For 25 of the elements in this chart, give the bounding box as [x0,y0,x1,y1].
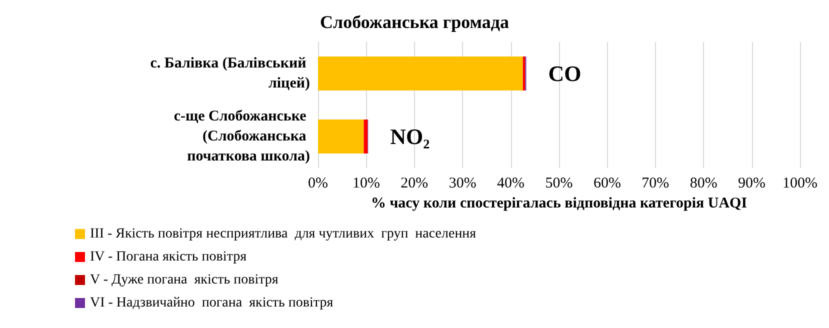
bar [318,120,364,154]
y-tick-label: с. Балівка (Балівський ліцей) [150,56,310,92]
annotation: NO₂ [390,124,430,149]
x-tick-label: 10% [352,176,380,192]
bar [318,56,523,90]
y-tick-label: с-ще Слобожанське (Слобожанська початкова школа) [174,108,310,164]
annotation: CO [548,61,582,86]
x-tick-label: 100% [782,176,818,192]
x-tick-label: 20% [400,176,428,192]
legend-label: V - Дуже погана якість повітря [90,272,279,288]
x-tick-label: 70% [642,176,670,192]
legend-label: VI - Надзвичайно погана якість повітря [90,296,334,310]
bar [522,56,526,90]
x-tick-label: 60% [593,176,621,192]
x-tick-label: 40% [497,176,525,192]
x-tick-label: 80% [690,176,718,192]
x-tick-label: 0% [308,176,328,192]
chart-title: Слобожанська громада [320,12,510,32]
x-axis-title: % часу коли спостерігалась відповідна категорія UAQI [370,196,748,212]
x-tick-label: 50% [545,176,573,192]
x-tick-label: 90% [738,176,766,192]
x-tick-label: 30% [448,176,476,192]
bar [364,120,368,154]
legend-label: III - Якість повітря несприятлива для чутливих груп населення [90,226,477,242]
legend-label: IV - Погана якість повітря [90,250,248,264]
